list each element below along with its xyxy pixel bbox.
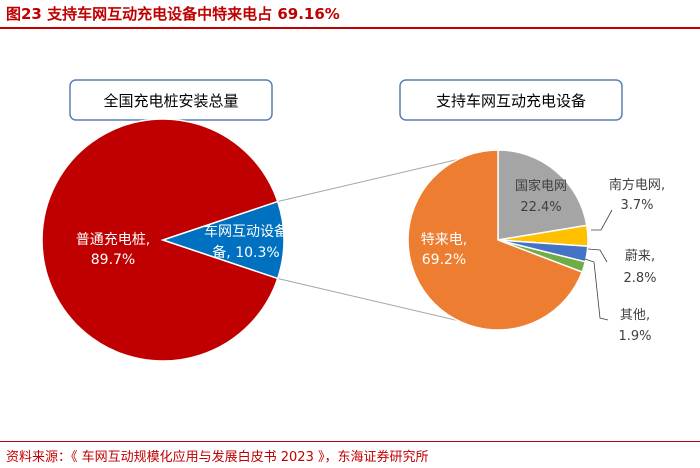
slice-label-value: 89.7% — [91, 252, 135, 268]
leader-line-nanfang — [591, 209, 613, 231]
title-rule — [0, 27, 700, 29]
slice-label-name: 其他, — [620, 308, 650, 323]
slice-label-value: 69.2% — [422, 252, 466, 268]
right-pie-slice-0 — [497, 149, 588, 241]
figure-source: 资料来源：《 车网互动规模化应用与发展白皮书 2023 》，东海证券研究所 — [6, 450, 429, 465]
figure-title: 图23 支持车网互动充电设备中特来电占 69.16% — [6, 5, 340, 23]
slice-label-name: 国家电网 — [515, 178, 567, 194]
slice-label-value: 3.7% — [620, 198, 653, 213]
slice-label-value: 备, 10.3% — [212, 244, 279, 261]
left-pie-title: 全国充电桩安装总量 — [103, 92, 238, 110]
slice-label-value: 1.9% — [618, 329, 651, 344]
slice-label-name: 普通充电桩, — [76, 231, 150, 248]
slice-label-name: 特来电, — [421, 232, 467, 248]
slice-label-name: 蔚来, — [625, 249, 655, 264]
slice-label-value: 2.8% — [623, 271, 656, 286]
slice-label-value: 22.4% — [520, 200, 561, 215]
right-pie-title: 支持车网互动充电设备 — [436, 92, 586, 110]
left-pie-slice-1 — [160, 200, 285, 280]
leader-line-weilai — [587, 248, 608, 263]
right-pie — [407, 149, 589, 331]
slice-label-name: 南方电网, — [609, 177, 665, 193]
left-pie-slice-0 — [41, 118, 279, 362]
slice-label-name: 车网互动设备 — [204, 223, 288, 240]
source-rule — [0, 441, 700, 442]
leader-line-other — [584, 258, 609, 321]
left-pie — [41, 118, 285, 362]
right-pie-slice-4 — [407, 149, 584, 331]
right-pie-title-box — [399, 79, 623, 121]
